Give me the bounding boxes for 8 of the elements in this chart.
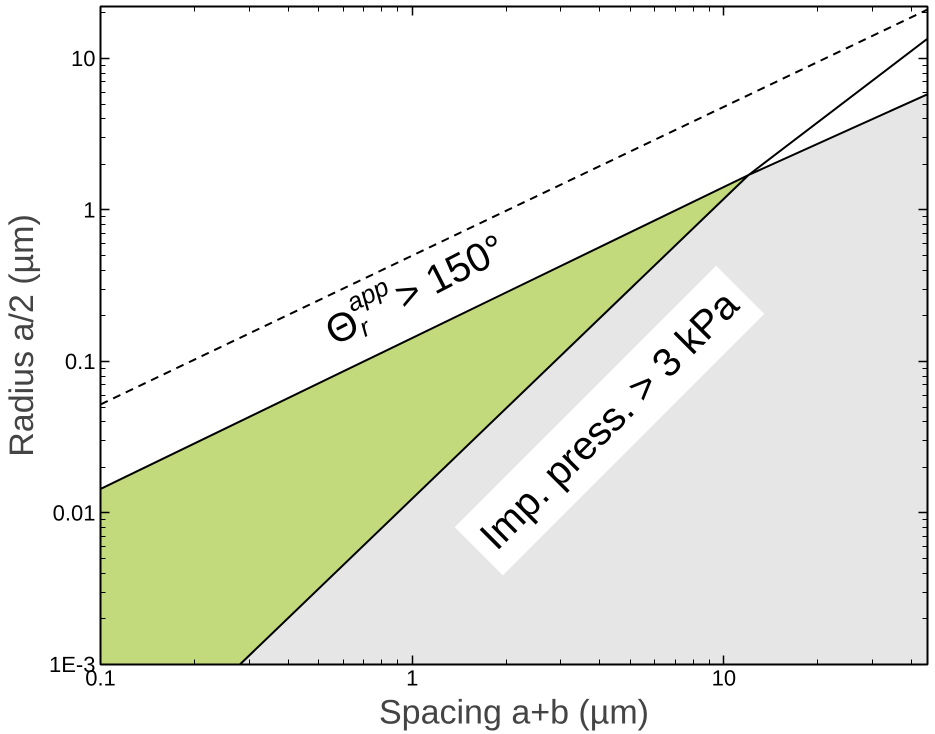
y-axis-title: Radius a/2 (µm): [3, 214, 42, 457]
y-tick-label: 0.1: [64, 348, 96, 374]
y-tick-label: 1: [83, 197, 96, 222]
x-tick-label: 1: [406, 666, 418, 690]
x-tick-label: 10: [712, 666, 736, 690]
x-axis-title: Spacing a+b (µm): [379, 694, 650, 732]
y-tick-label: 10: [71, 46, 96, 71]
y-tick-label: 0.01: [52, 500, 96, 526]
